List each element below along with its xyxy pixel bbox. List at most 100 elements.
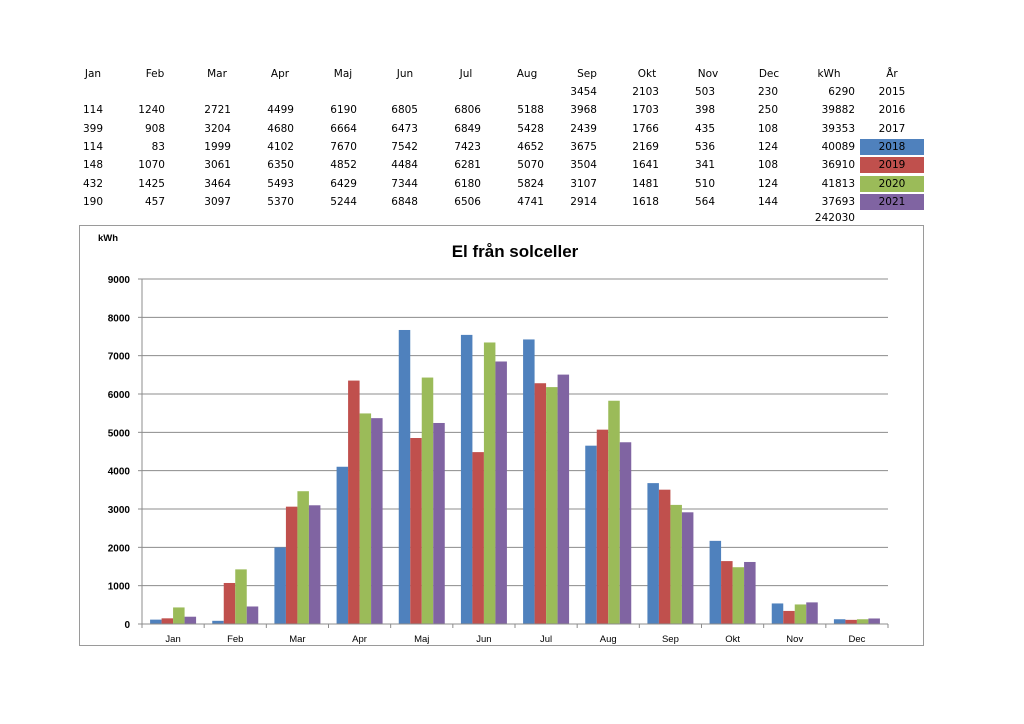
y-tick-label: 0	[124, 620, 130, 631]
bar	[744, 561, 756, 624]
y-tick-label: 8000	[108, 313, 131, 324]
table-cell: 5428	[517, 122, 544, 135]
x-tick-label: Sep	[662, 634, 679, 645]
x-tick-label: Jan	[165, 634, 180, 645]
month-header: Nov	[697, 68, 719, 80]
table-cell: 1999	[204, 140, 231, 153]
table-cell: 6806	[454, 104, 481, 117]
table-cell: 3464	[204, 177, 231, 190]
bar	[398, 329, 411, 624]
row-total: 39882	[821, 104, 855, 117]
bar	[794, 604, 807, 624]
table-cell: 1240	[138, 104, 165, 117]
bar	[495, 361, 507, 624]
table-cell: 5188	[517, 104, 544, 117]
table-cell: 108	[757, 159, 778, 172]
bar	[534, 383, 547, 624]
bar	[721, 561, 733, 624]
bar	[410, 438, 422, 624]
table-cell: 7670	[330, 140, 357, 153]
x-tick-label: Okt	[725, 634, 740, 645]
table-cell: 1703	[632, 104, 659, 117]
table-cell: 5824	[517, 177, 544, 190]
bar	[285, 506, 298, 624]
year-cell: 2017	[878, 122, 906, 135]
bar	[212, 620, 224, 624]
bar	[235, 569, 247, 624]
bar	[585, 445, 597, 624]
bar	[647, 483, 659, 624]
bar	[246, 606, 259, 624]
table-cell: 5370	[267, 195, 294, 208]
table-cell: 250	[757, 104, 778, 117]
row-total: 39353	[821, 122, 855, 135]
bar	[732, 567, 745, 624]
row-total: 37693	[821, 195, 855, 208]
bar	[421, 377, 434, 624]
table-cell: 398	[694, 104, 715, 117]
table-cell: 5493	[267, 177, 294, 190]
table-cell: 190	[82, 195, 103, 208]
table-cell: 2914	[570, 195, 597, 208]
table-cell: 124	[757, 140, 778, 153]
table-cell: 3061	[204, 159, 231, 172]
x-tick-label: Apr	[352, 634, 367, 645]
table-cell: 3204	[204, 122, 231, 135]
x-tick-label: Nov	[786, 634, 803, 645]
bar	[709, 540, 722, 624]
table-cell: 432	[82, 177, 103, 190]
bar	[223, 582, 236, 624]
y-tick-label: 7000	[108, 352, 131, 363]
row-total: 6290	[828, 86, 855, 98]
bar	[681, 512, 694, 624]
table-cell: 6180	[454, 177, 481, 190]
bar	[783, 610, 795, 624]
year-cell: 2020	[860, 175, 924, 192]
table-cell: 341	[694, 159, 715, 172]
table-cell: 6281	[454, 159, 481, 172]
x-tick-label: Mar	[289, 634, 305, 645]
table-cell: 6350	[267, 159, 294, 172]
bar	[868, 618, 880, 624]
year-cell: 2021	[860, 193, 924, 210]
month-header: Apr	[270, 68, 290, 80]
table-cell: 4102	[267, 140, 294, 153]
y-tick-label: 2000	[108, 543, 131, 554]
grand-total: 242030	[814, 212, 855, 225]
x-tick-label: Aug	[600, 634, 617, 645]
table-cell: 114	[82, 140, 103, 153]
x-tick-label: Feb	[227, 634, 243, 645]
bar	[557, 374, 570, 624]
table-cell: 2103	[632, 86, 659, 98]
bar	[546, 387, 558, 624]
table-cell: 1641	[632, 159, 659, 172]
table-cell: 4852	[330, 159, 357, 172]
table-cell: 6506	[454, 195, 481, 208]
table-cell: 1766	[632, 122, 659, 135]
table-cell: 435	[694, 122, 715, 135]
month-header: Mar	[207, 68, 227, 80]
bar	[596, 429, 609, 624]
bar	[771, 603, 784, 624]
x-tick-label: Jul	[540, 634, 552, 645]
bar	[460, 334, 473, 624]
table-cell: 144	[757, 195, 778, 208]
bar	[150, 619, 162, 624]
table-cell: 7542	[391, 140, 418, 153]
month-header: Sep	[577, 68, 597, 80]
table-cell: 3504	[570, 159, 597, 172]
row-total: 41813	[821, 177, 855, 190]
month-header: Feb	[145, 68, 165, 80]
month-header: Jun	[396, 68, 414, 80]
y-tick-label: 3000	[108, 505, 131, 516]
month-header: Aug	[516, 68, 538, 80]
table-cell: 4484	[391, 159, 418, 172]
month-header: Maj	[333, 68, 353, 80]
table-cell: 5070	[517, 159, 544, 172]
bar	[658, 489, 671, 624]
table-cell: 510	[694, 177, 715, 190]
y-tick-label: 6000	[108, 390, 131, 401]
table-cell: 4680	[267, 122, 294, 135]
bar	[806, 602, 818, 624]
month-header: Jan	[84, 68, 102, 80]
